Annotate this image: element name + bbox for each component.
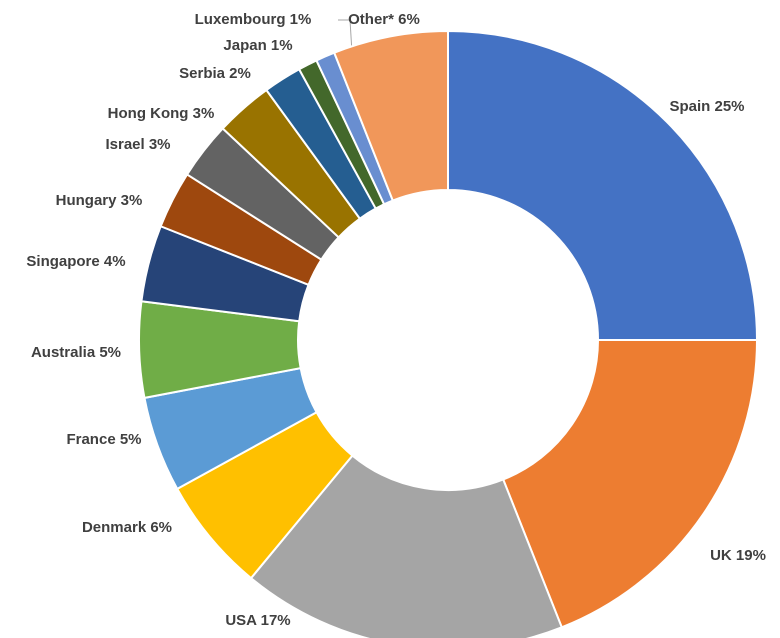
slice-category: UK (710, 547, 732, 564)
slice-label: Other* 6% (348, 11, 420, 28)
slice-label: Serbia 2% (179, 65, 251, 82)
slice-category: Japan (223, 37, 266, 54)
slice-label: Spain 25% (669, 98, 744, 115)
slice-value: 25% (714, 98, 744, 115)
slice-label: Singapore 4% (26, 253, 125, 270)
slice-label: Israel 3% (105, 136, 170, 153)
slice-value: 5% (99, 344, 121, 361)
slice-label: Hungary 3% (56, 192, 143, 209)
slice-label: Australia 5% (31, 344, 121, 361)
slice-value: 3% (149, 136, 171, 153)
slice-value: 19% (736, 547, 766, 564)
slice-category: Luxembourg (195, 11, 286, 28)
donut-slice (501, 339, 759, 629)
slice-value: 2% (229, 65, 251, 82)
slice-category: Serbia (179, 65, 226, 82)
slice-value: 1% (290, 11, 312, 28)
slice-category: Other* (348, 11, 394, 28)
slice-value: 3% (193, 105, 215, 122)
slice-label: Denmark 6% (82, 519, 172, 536)
slice-label: France 5% (66, 431, 141, 448)
slice-category: Singapore (26, 253, 99, 270)
slice-value: 3% (121, 192, 143, 209)
slice-value: 5% (120, 431, 142, 448)
slice-value: 4% (104, 253, 126, 270)
slice-value: 1% (271, 37, 293, 54)
slice-label: Hong Kong 3% (108, 105, 215, 122)
slice-label: Japan 1% (223, 37, 292, 54)
slice-category: Denmark (82, 519, 147, 536)
slice-category: Hungary (56, 192, 118, 209)
slice-category: Israel (105, 136, 144, 153)
slice-category: France (66, 431, 115, 448)
slice-category: USA (225, 612, 257, 629)
donut-slice (447, 29, 759, 341)
slice-category: Australia (31, 344, 96, 361)
slice-label: USA 17% (225, 612, 290, 629)
donut-slice (249, 454, 564, 638)
slice-label: UK 19% (710, 547, 766, 564)
slice-category: Spain (669, 98, 710, 115)
slice-value: 6% (150, 519, 172, 536)
slice-label: Luxembourg 1% (195, 11, 312, 28)
slice-value: 6% (398, 11, 420, 28)
donut-slice (332, 29, 449, 202)
slice-value: 17% (261, 612, 291, 629)
slice-category: Hong Kong (108, 105, 189, 122)
